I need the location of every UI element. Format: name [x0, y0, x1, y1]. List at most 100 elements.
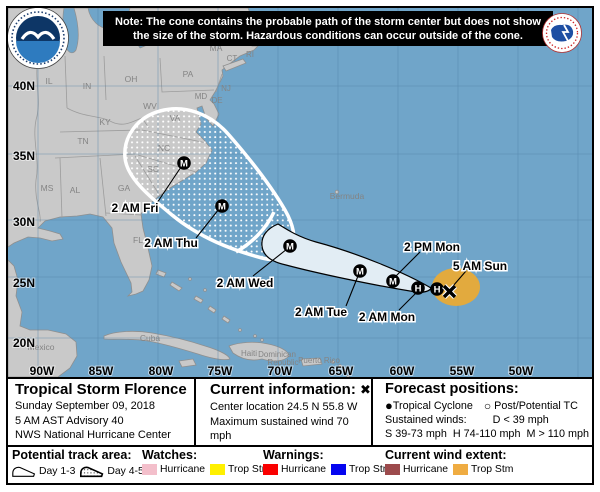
long-island: [222, 58, 247, 72]
place-label-dominican: Dominican: [258, 350, 296, 359]
state-label: PA: [183, 69, 194, 79]
storm-info-panel: Tropical Storm Florence Sunday September…: [8, 379, 194, 445]
svg-text:M: M: [356, 267, 364, 278]
noaa-logo: [8, 8, 69, 69]
forecast-points: M M M M M: [177, 156, 457, 299]
svg-text:M: M: [180, 159, 188, 170]
note-box-bg: [103, 11, 553, 46]
mexico-yucatan: [8, 259, 78, 377]
legend-bar: Potential track area: Day 1-3 Day 4-5 Wa…: [8, 447, 592, 483]
place-label-republic: Republic: [267, 358, 298, 367]
lat-label: 25N: [13, 276, 35, 290]
track-label: 2 AM Wed: [217, 276, 274, 290]
island-dot: [343, 369, 347, 373]
island-dot: [260, 338, 264, 342]
trop-stm-watch-swatch: [210, 464, 226, 475]
hurricane-wind-swatch: [385, 464, 400, 475]
open-circle-icon: ○: [483, 399, 492, 413]
lat-label: 20N: [13, 336, 35, 350]
place-label-cuba: Cuba: [140, 333, 161, 343]
state-label: RI: [246, 50, 254, 59]
forecast-symbols-row: ●Tropical Cyclone ○ Post/Potential TC: [385, 398, 592, 414]
forecast-point-48h: M: [353, 264, 367, 278]
lat-label: 30N: [13, 215, 35, 229]
note-line-1: Note: The cone contains the probable pat…: [115, 16, 541, 28]
potential-track-title: Potential track area:: [12, 448, 132, 462]
nws-logo: [542, 13, 582, 53]
state-label: CT: [227, 54, 238, 63]
lat-label: 40N: [13, 79, 35, 93]
lon-label: 80W: [149, 364, 174, 377]
svg-text:M: M: [389, 277, 397, 288]
state-label: MD: [195, 92, 208, 101]
wind-classes-row: S 39-73 mph H 74-110 mph M > 110 mph: [385, 427, 592, 441]
place-label-mexico: Mexico: [28, 342, 55, 352]
lon-label: 70W: [268, 364, 293, 377]
lon-label: 65W: [329, 364, 354, 377]
state-label: MS: [41, 183, 54, 193]
hurricane-watch-label: Hurricane: [160, 464, 206, 475]
label-pointer-lines: [156, 166, 467, 311]
forecast-positions-panel: Forecast positions: ●Tropical Cyclone ○ …: [371, 379, 592, 445]
lon-label: 85W: [89, 364, 114, 377]
current-info-panel: Current information: ✖ Center location 2…: [194, 379, 371, 457]
storm-title: Tropical Storm Florence: [15, 381, 187, 398]
current-info-title: Current information: ✖: [210, 381, 371, 398]
forecast-point-12h: H: [430, 282, 444, 296]
legend-wind-extent: Current wind extent: Hurricane Trop Stm: [385, 448, 518, 475]
wind-class-h: H 74-110 mph: [452, 428, 521, 440]
island-dot: [338, 364, 342, 368]
svg-text:H: H: [415, 284, 422, 295]
lon-label: 50W: [509, 364, 534, 377]
x-marker-glyph: ✖: [360, 383, 371, 398]
current-position-marker: [442, 284, 457, 299]
lon-label: 90W: [30, 364, 55, 377]
max-sustained-wind: Maximum sustained wind 70 mph: [210, 415, 349, 443]
hurricane-wind-label: Hurricane: [403, 464, 449, 475]
legend-potential-track: Potential track area: Day 1-3 Day 4-5: [12, 448, 149, 479]
state-label: FL: [133, 235, 143, 245]
track-label: 2 PM Mon: [404, 240, 460, 254]
note-box: Note: The cone contains the probable pat…: [103, 11, 553, 46]
forecast-point-96h: M: [215, 199, 229, 213]
state-label: IN: [83, 81, 92, 91]
wind-extent-title: Current wind extent:: [385, 448, 507, 462]
lon-label: 55W: [450, 364, 475, 377]
latlon-grid: [8, 8, 592, 377]
post-potential-tc-label: Post/Potential TC: [494, 400, 578, 412]
day-4-5-label: Day 4-5: [107, 466, 144, 477]
svg-text:M: M: [286, 242, 294, 253]
svg-text:M: M: [218, 202, 226, 213]
legend-warnings: Warnings: Hurricane Trop Stm: [263, 448, 396, 475]
center-location: Center location 24.5 N 55.8 W: [210, 401, 358, 413]
filled-circle-icon: ●: [385, 398, 393, 413]
wind-class-d: D < 39 mph: [492, 414, 549, 426]
track-label: 2 AM Tue: [295, 305, 347, 319]
track-time-labels: 2 AM Fri 2 AM Thu 2 AM Wed 2 AM Tue 2 PM…: [110, 200, 509, 326]
track-label-current: 5 AM Sun: [453, 259, 507, 273]
trop-stm-wind-swatch: [453, 464, 469, 475]
warnings-title: Warnings:: [263, 448, 324, 462]
state-label: WV: [143, 101, 157, 111]
info-bar: Tropical Storm Florence Sunday September…: [8, 379, 592, 457]
hispaniola: [228, 341, 290, 362]
track-label: 2 AM Mon: [359, 310, 415, 324]
state-label: KY: [99, 117, 111, 127]
storm-date: Sunday September 09, 2018: [15, 400, 156, 412]
forecast-point-36h: M: [386, 274, 400, 288]
svg-text:H: H: [434, 285, 441, 296]
forecast-cone-map: MA CT RI PA NJ MD DE OH IL IN WV VA KY N…: [8, 8, 592, 379]
state-label: GA: [118, 183, 131, 193]
watches-title: Watches:: [142, 448, 198, 462]
island-dot: [188, 277, 192, 281]
day-1-3-cone-icon: [12, 466, 36, 477]
trop-stm-watch-label: Trop Stm: [228, 464, 271, 475]
track-label: 2 AM Thu: [144, 236, 198, 250]
lon-label: 60W: [390, 364, 415, 377]
state-label: MA: [210, 43, 223, 53]
wind-class-s: S 39-73 mph: [385, 428, 447, 440]
sustained-winds-row: Sustained winds: D < 39 mph: [385, 413, 592, 427]
puerto-rico: [300, 357, 323, 367]
island-dot: [346, 375, 350, 377]
storm-agency: NWS National Hurricane Center: [15, 429, 171, 441]
